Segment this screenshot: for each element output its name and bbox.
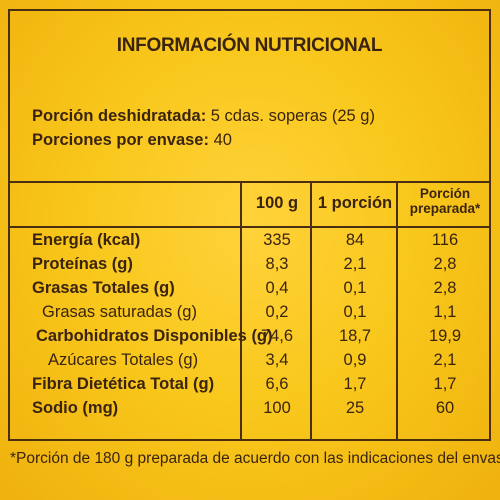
value-portion: 0,1 [343, 279, 367, 297]
row-label: Fibra Dietética Total (g) [32, 375, 215, 393]
column-header-prepared-line2: preparada* [409, 201, 481, 216]
column-header-portion: 1 porción [317, 194, 393, 212]
row-label: Energía (kcal) [32, 231, 141, 249]
servings-per-container-line: Porciones por envase: 40 [32, 129, 232, 151]
value-portion: 0,1 [343, 303, 367, 321]
value-portion: 84 [345, 231, 365, 249]
value-100g: 100 [263, 399, 291, 417]
value-100g: 3,4 [265, 351, 289, 369]
table-row: Carbohidratos Disponibles (g) 74,6 18,7 … [10, 327, 489, 351]
table-row: Proteínas (g) 8,3 2,1 2,8 [10, 255, 489, 279]
row-label: Sodio (mg) [32, 399, 119, 417]
value-prepared: 2,1 [433, 351, 457, 369]
table-row: Grasas Totales (g) 0,4 0,1 2,8 [10, 279, 489, 303]
table-top-divider [10, 181, 489, 183]
table-row: Grasas saturadas (g) 0,2 0,1 1,1 [10, 303, 489, 327]
nutrition-panel: INFORMACIÓN NUTRICIONAL Porción deshidra… [8, 9, 491, 441]
row-label: Grasas saturadas (g) [42, 303, 197, 321]
value-prepared: 2,8 [433, 279, 457, 297]
row-label: Grasas Totales (g) [32, 279, 175, 297]
servings-per-container-value: 40 [208, 131, 232, 149]
header-divider [10, 226, 489, 228]
row-label: Carbohidratos Disponibles (g) [36, 327, 273, 345]
value-portion: 18,7 [338, 327, 372, 345]
table-row: Fibra Dietética Total (g) 6,6 1,7 1,7 [10, 375, 489, 399]
value-prepared: 116 [431, 231, 459, 249]
value-prepared: 1,1 [433, 303, 457, 321]
value-portion: 25 [345, 399, 365, 417]
column-header-prepared-line1: Porción [419, 186, 471, 201]
value-portion: 0,9 [343, 351, 367, 369]
value-100g: 74,6 [260, 327, 294, 345]
table-row: Azúcares Totales (g) 3,4 0,9 2,1 [10, 351, 489, 375]
column-divider-2 [310, 181, 312, 441]
serving-size-label: Porción deshidratada: [32, 107, 207, 125]
value-100g: 0,2 [265, 303, 289, 321]
footnote: *Porción de 180 g preparada de acuerdo c… [10, 450, 500, 467]
value-prepared: 1,7 [433, 375, 457, 393]
value-prepared: 2,8 [433, 255, 457, 273]
value-100g: 335 [263, 231, 291, 249]
value-portion: 2,1 [343, 255, 367, 273]
table-row: Sodio (mg) 100 25 60 [10, 399, 489, 423]
column-header-prepared: Porción preparada* [398, 186, 492, 216]
column-divider-3 [396, 181, 398, 441]
column-divider-1 [240, 181, 242, 441]
value-100g: 0,4 [265, 279, 289, 297]
panel-title: INFORMACIÓN NUTRICIONAL [116, 35, 383, 56]
value-prepared: 19,9 [428, 327, 462, 345]
value-portion: 1,7 [343, 375, 367, 393]
serving-size-line: Porción deshidratada: 5 cdas. soperas (2… [32, 105, 375, 127]
servings-per-container-label: Porciones por envase: [32, 131, 209, 149]
serving-size-value: 5 cdas. soperas (25 g) [206, 107, 375, 125]
row-label: Proteínas (g) [32, 255, 133, 273]
row-label: Azúcares Totales (g) [48, 351, 199, 369]
column-header-100g: 100 g [255, 194, 299, 212]
value-100g: 8,3 [265, 255, 289, 273]
table-row: Energía (kcal) 335 84 116 [10, 231, 489, 255]
value-prepared: 60 [435, 399, 455, 417]
value-100g: 6,6 [265, 375, 289, 393]
